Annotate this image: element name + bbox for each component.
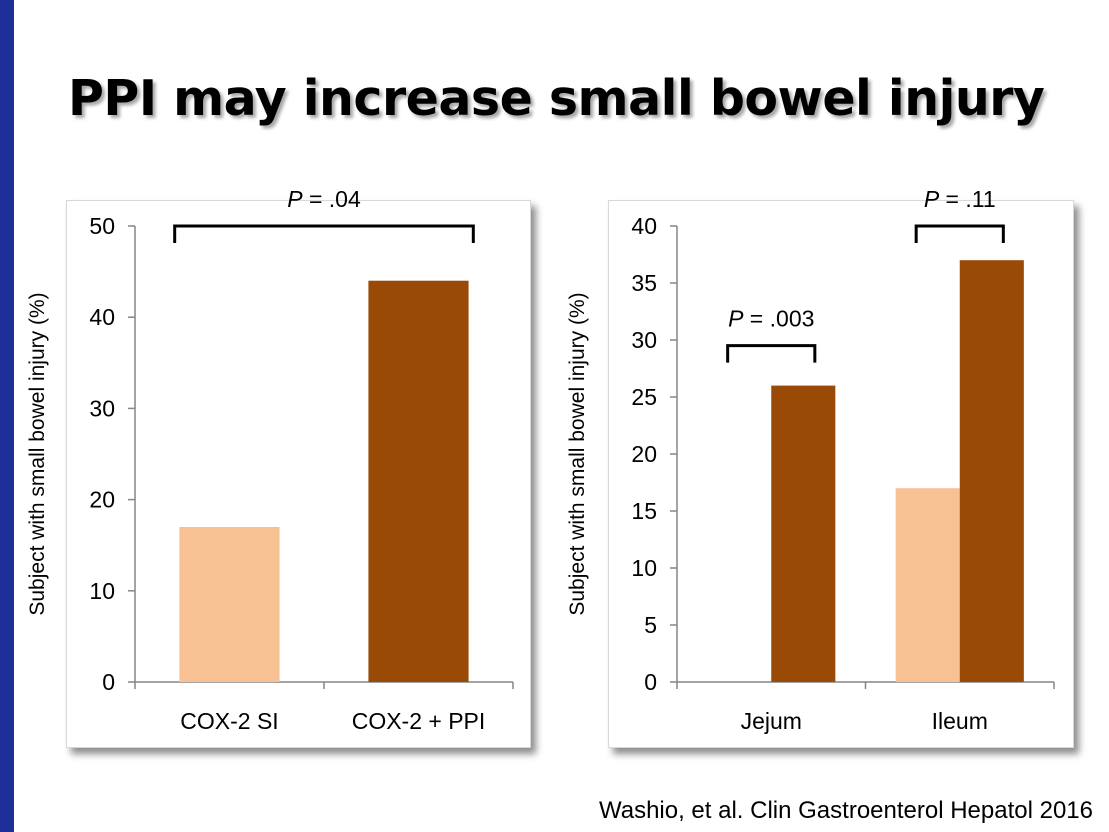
p-value-symbol: P (728, 306, 744, 332)
y-tick-label: 20 (631, 441, 657, 467)
p-value-label: P = .04 (287, 186, 361, 212)
bar (179, 526, 280, 682)
x-category-label: COX-2 SI (180, 708, 278, 734)
slide-title: PPI may increase small bowel injury (68, 70, 1045, 127)
bar (895, 488, 960, 682)
x-category-label: COX-2 + PPI (352, 708, 486, 734)
y-tick-label: 25 (631, 384, 657, 410)
y-tick-label: 50 (89, 213, 115, 239)
y-tick-label: 40 (631, 213, 657, 239)
p-value-symbol: P (924, 186, 940, 212)
bar (959, 260, 1024, 682)
p-value-number: = .11 (939, 186, 995, 212)
y-tick-label: 0 (644, 669, 657, 695)
p-value-label: P = .003 (728, 306, 814, 332)
y-tick-label: 10 (631, 555, 657, 581)
p-value-symbol: P (287, 186, 303, 212)
significance-bracket (173, 224, 475, 243)
slide-accent-bar (0, 0, 14, 832)
y-tick-label: 40 (89, 304, 115, 330)
chart-cox2-comparison: 0 10 20 30 40 50 COX-2 SI COX-2 + PPI Subject wi… (26, 186, 531, 748)
citation: Washio, et al. Clin Gastroenterol Hepato… (598, 797, 1093, 824)
chart-cox2-comparison-svg: 0 10 20 30 40 50 COX-2 SI COX-2 + PPI Subject wi… (26, 186, 514, 734)
y-tick-label: 30 (631, 327, 657, 353)
x-category-label: Ileum (932, 708, 988, 734)
p-value-label: P = .11 (924, 186, 996, 212)
p-value-number: = .003 (743, 306, 814, 332)
y-tick-label: 15 (631, 498, 657, 524)
chart-jejum-ileum-svg: 0 5 10 15 20 25 30 35 40 Jejum Ileum Subject with s… (566, 186, 1055, 734)
y-axis-title: Subject with small bowel injury (%) (26, 292, 49, 615)
y-axis-title: Subject with small bowel injury (%) (566, 292, 589, 615)
y-tick-label: 30 (89, 395, 115, 421)
y-tick-label: 20 (89, 487, 115, 513)
significance-bracket (914, 224, 1005, 243)
significance-bracket (726, 344, 817, 363)
y-tick-label: 35 (631, 270, 657, 296)
y-tick-label: 0 (102, 669, 115, 695)
bar (771, 385, 836, 682)
chart-jejum-ileum: 0 5 10 15 20 25 30 35 40 Jejum Ileum Subject with s… (566, 186, 1074, 748)
bar (368, 280, 469, 682)
y-tick-label: 10 (89, 578, 115, 604)
p-value-number: = .04 (303, 186, 361, 212)
x-category-label: Jejum (741, 708, 802, 734)
y-tick-label: 5 (644, 612, 657, 638)
